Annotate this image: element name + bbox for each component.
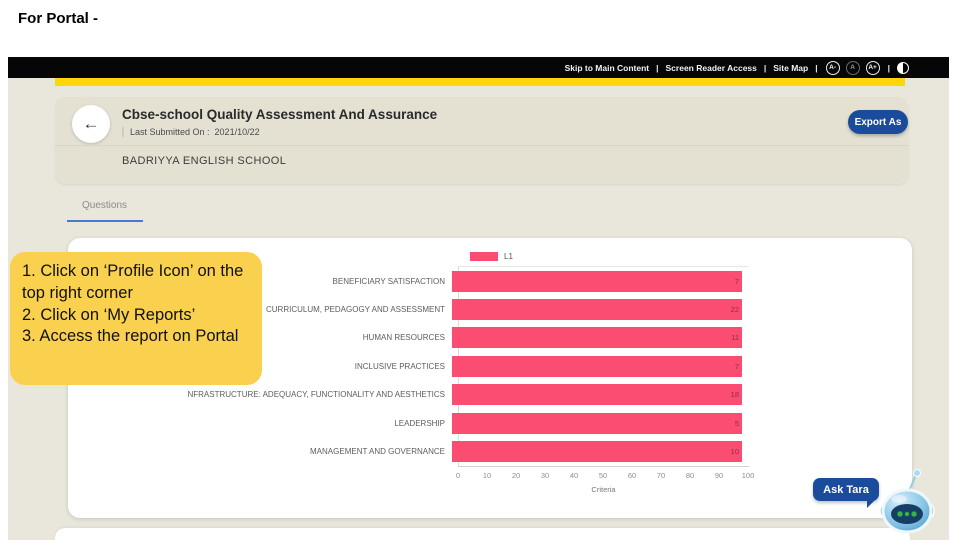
font-size-button-a[interactable]: A (845, 60, 860, 75)
ask-tara-button[interactable]: Ask Tara (813, 478, 879, 508)
bar-track: 22 (452, 299, 742, 321)
chart-legend: L1 (470, 252, 513, 261)
last-submitted-date: 2021/10/22 (214, 127, 260, 137)
bar-l1: 11 (452, 327, 742, 349)
accessibility-bar: Skip to Main Content | Screen Reader Acces… (8, 57, 949, 78)
bar-l1: 18 (452, 384, 742, 406)
chart-row: BENEFICIARY SATISFACTION 7 (68, 267, 749, 295)
x-axis-ticks: 0 10 20 30 40 50 60 70 80 90 100 (455, 471, 754, 481)
chart-card: L1 BENEFICIARY SATISFACTION 7 CURRICULUM, … (68, 238, 912, 518)
robot-icon (879, 469, 935, 534)
bar-value-label: 18 (730, 390, 739, 400)
plot-top-border (458, 266, 749, 267)
bar-value-label: 7 (734, 361, 739, 371)
topbar-link-skip-to-main-content[interactable]: Skip to Main Content (564, 62, 650, 73)
accessibility-bar-content: Skip to Main Content | Screen Reader Acces… (564, 60, 909, 75)
font-size-button-a-[interactable]: A+ (865, 60, 880, 75)
topbar-link-site-map[interactable]: Site Map (773, 62, 809, 73)
bar-l1: 22 (452, 299, 742, 321)
bar-l1: 10 (452, 441, 742, 463)
x-tick-label: 90 (714, 471, 724, 480)
last-submitted-label: Last Submitted On : (130, 127, 210, 137)
x-tick-label: 80 (685, 471, 695, 480)
chart-row: LEADERSHIP 5 (68, 409, 749, 437)
x-tick-label: 20 (511, 471, 521, 480)
school-name: BADRIYYA ENGLISH SCHOOL (122, 155, 287, 167)
x-tick-label: 0 (455, 471, 461, 480)
chart-row: INCLUSIVE PRACTICES 7 (68, 352, 749, 380)
x-tick-label: 70 (656, 471, 666, 480)
bar-track: 7 (452, 270, 742, 292)
category-label: MANAGEMENT AND GOVERNANCE (310, 447, 445, 457)
x-tick-label: 50 (598, 471, 608, 480)
separator: | (656, 62, 659, 73)
next-section-card (55, 528, 910, 540)
legend-swatch-l1 (470, 252, 498, 261)
contrast-toggle-icon[interactable] (897, 61, 909, 74)
separator: | (887, 62, 890, 73)
back-button[interactable]: ← (72, 105, 110, 143)
topbar-link-screen-reader-access[interactable]: Screen Reader Access (665, 62, 757, 73)
separator: | (815, 62, 818, 73)
chart-row: HUMAN RESOURCES 11 (68, 324, 749, 352)
x-tick-label: 10 (482, 471, 492, 480)
portal-screenshot: Skip to Main Content | Screen Reader Acces… (8, 57, 949, 540)
note-step-1: 1. Click on ‘Profile Icon’ on the top ri… (22, 262, 244, 302)
chatbot-mascot[interactable] (878, 463, 936, 537)
bar-l1: 7 (452, 270, 742, 292)
separator: | (763, 62, 767, 73)
accent-bar (55, 78, 905, 86)
document-heading: For Portal - (18, 10, 99, 27)
category-label: HUMAN RESOURCES (362, 333, 445, 343)
category-label: BENEFICIARY SATISFACTION (332, 276, 445, 286)
note-step-3: 3. Access the report on Portal (22, 327, 239, 346)
report-title: Cbse-school Quality Assessment And Assur… (122, 107, 438, 122)
bar-track: 5 (452, 412, 742, 434)
bar-track: 7 (452, 355, 742, 377)
x-axis-title: Criteria (591, 485, 616, 494)
bar-value-label: 11 (731, 333, 739, 343)
x-tick-label: 100 (741, 471, 755, 480)
last-submitted-row: Last Submitted On : 2021/10/22 (122, 127, 260, 137)
bar-value-label: 10 (730, 447, 739, 457)
note-step-2: 2. Click on ‘My Reports’ (22, 305, 196, 324)
divider (55, 145, 908, 146)
x-tick-label: 60 (627, 471, 637, 480)
chart-rows: BENEFICIARY SATISFACTION 7 CURRICULUM, PED… (68, 267, 749, 466)
bar-track: 11 (452, 327, 742, 349)
active-tab-underline (67, 220, 143, 222)
back-arrow-icon: ← (82, 114, 100, 133)
bar-track: 10 (452, 441, 742, 463)
legend-label: L1 (504, 252, 513, 261)
report-header-card: ← Cbse-school Quality Assessment And Ass… (55, 97, 908, 184)
category-label: LEADERSHIP (394, 418, 445, 428)
chart-row: CURRICULUM, PEDAGOGY AND ASSESSMENT 22 (68, 295, 749, 323)
chart-row: MANAGEMENT AND GOVERNANCE 10 (68, 437, 749, 465)
bar-value-label: 7 (734, 276, 739, 286)
x-tick-label: 40 (569, 471, 579, 480)
category-label: INCLUSIVE PRACTICES (354, 361, 445, 371)
font-size-button-a-[interactable]: A- (825, 60, 840, 75)
annotation-note: 1. Click on ‘Profile Icon’ on the top ri… (10, 252, 262, 385)
export-as-button[interactable]: Export As (848, 110, 908, 134)
tab-questions[interactable]: Questions (82, 200, 128, 211)
category-label: NFRASTRUCTURE: ADEQUACY, FUNCTIONALITY A… (187, 390, 445, 400)
bar-value-label: 5 (734, 418, 739, 428)
bar-value-label: 22 (730, 305, 739, 315)
bar-l1: 7 (452, 355, 742, 377)
bar-track: 18 (452, 384, 742, 406)
chart-row: NFRASTRUCTURE: ADEQUACY, FUNCTIONALITY A… (68, 381, 749, 409)
x-tick-label: 30 (540, 471, 550, 480)
x-axis-line (458, 466, 749, 467)
bar-l1: 5 (452, 412, 742, 434)
category-label: CURRICULUM, PEDAGOGY AND ASSESSMENT (266, 305, 445, 315)
